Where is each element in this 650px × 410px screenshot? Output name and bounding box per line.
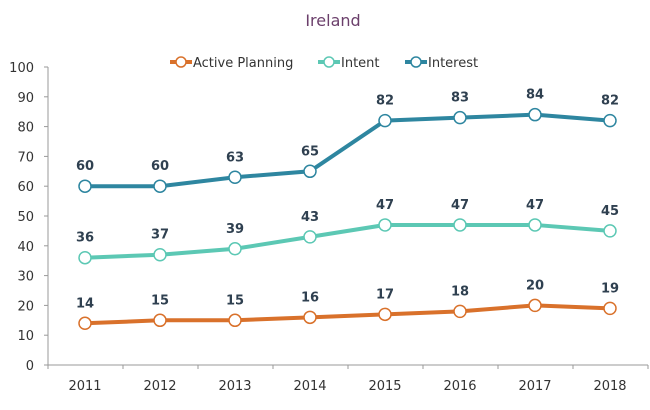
series-line xyxy=(85,112,611,189)
y-tick-label: 50 xyxy=(17,210,34,225)
x-tick-label: 2015 xyxy=(368,379,401,394)
data-point xyxy=(453,110,467,125)
data-point xyxy=(153,313,167,328)
data-label: 15 xyxy=(151,293,169,308)
legend-marker xyxy=(323,56,335,68)
data-label: 82 xyxy=(376,94,394,109)
data-point xyxy=(78,316,92,331)
data-label: 84 xyxy=(526,88,544,103)
y-tick-label: 40 xyxy=(17,240,34,255)
series-intent: 36 37 39 43 47 47 47 45 xyxy=(76,198,619,265)
y-tick-label: 90 xyxy=(17,91,34,106)
data-point xyxy=(378,307,392,322)
x-tick-label: 2017 xyxy=(518,379,551,394)
y-tick-label: 10 xyxy=(17,329,34,344)
legend-label: Interest xyxy=(428,56,478,71)
data-point xyxy=(528,107,542,122)
legend-item: Active Planning xyxy=(170,56,293,71)
series-interest: 60 60 63 65 82 83 84 82 xyxy=(76,88,619,193)
x-tick-label: 2011 xyxy=(68,379,101,394)
data-label: 60 xyxy=(76,159,94,174)
data-label: 15 xyxy=(226,293,244,308)
data-label: 47 xyxy=(451,198,469,213)
x-tick-label: 2012 xyxy=(143,379,176,394)
data-label: 16 xyxy=(301,290,319,305)
legend-marker xyxy=(410,56,422,68)
legend-item: Intent xyxy=(318,56,380,71)
data-label: 63 xyxy=(226,150,244,165)
data-label: 65 xyxy=(301,144,319,159)
x-tick-label: 2013 xyxy=(218,379,251,394)
data-point xyxy=(603,113,617,128)
legend-label: Intent xyxy=(341,56,380,71)
data-point xyxy=(303,164,317,179)
x-tick-label: 2018 xyxy=(593,379,626,394)
y-tick-label: 70 xyxy=(17,150,34,165)
data-point xyxy=(153,179,167,193)
data-point xyxy=(228,313,242,328)
data-label: 60 xyxy=(151,159,169,174)
data-point xyxy=(528,298,542,313)
data-label: 39 xyxy=(226,222,244,237)
x-tick-label: 2014 xyxy=(293,379,326,394)
series-group: 14 15 15 16 17 18 20 19 36 37 39 43 47 47 47 45 60 60 63 65… xyxy=(76,88,619,331)
chart-title: Ireland xyxy=(305,11,360,30)
y-tick-label: 0 xyxy=(26,359,34,374)
data-label: 18 xyxy=(451,284,469,299)
data-label: 83 xyxy=(451,91,469,106)
data-point xyxy=(453,304,467,319)
data-label: 14 xyxy=(76,296,94,311)
data-point xyxy=(378,218,392,232)
legend: Active Planning Intent Interest xyxy=(170,56,478,71)
x-tick-label: 2016 xyxy=(443,379,476,394)
data-point xyxy=(603,224,617,238)
y-tick-label: 60 xyxy=(17,180,34,195)
data-label: 43 xyxy=(301,210,319,225)
y-tick-label: 30 xyxy=(17,270,34,285)
data-label: 47 xyxy=(376,198,394,213)
data-point xyxy=(603,301,617,316)
data-point xyxy=(453,218,467,232)
legend-item: Interest xyxy=(405,56,478,71)
data-label: 37 xyxy=(151,228,169,243)
legend-label: Active Planning xyxy=(193,56,293,71)
data-point xyxy=(528,218,542,232)
legend-marker xyxy=(175,56,187,68)
data-point xyxy=(303,310,317,325)
data-point xyxy=(78,250,92,265)
data-point xyxy=(228,242,242,256)
data-point xyxy=(153,247,167,262)
y-tick-label: 80 xyxy=(17,121,34,136)
data-point xyxy=(78,179,92,193)
series-active-planning: 14 15 15 16 17 18 20 19 xyxy=(76,278,619,331)
y-tick-label: 20 xyxy=(17,299,34,314)
series-line xyxy=(84,303,611,326)
data-label: 36 xyxy=(76,231,94,246)
y-tick-label: 100 xyxy=(9,61,34,76)
data-label: 19 xyxy=(601,281,619,296)
data-label: 45 xyxy=(601,204,619,219)
data-label: 82 xyxy=(601,94,619,109)
data-point xyxy=(303,230,317,244)
series-line xyxy=(84,222,611,260)
data-label: 20 xyxy=(526,278,544,293)
data-label: 17 xyxy=(376,287,394,302)
data-point xyxy=(378,113,392,128)
data-label: 47 xyxy=(526,198,544,213)
data-point xyxy=(228,170,242,185)
